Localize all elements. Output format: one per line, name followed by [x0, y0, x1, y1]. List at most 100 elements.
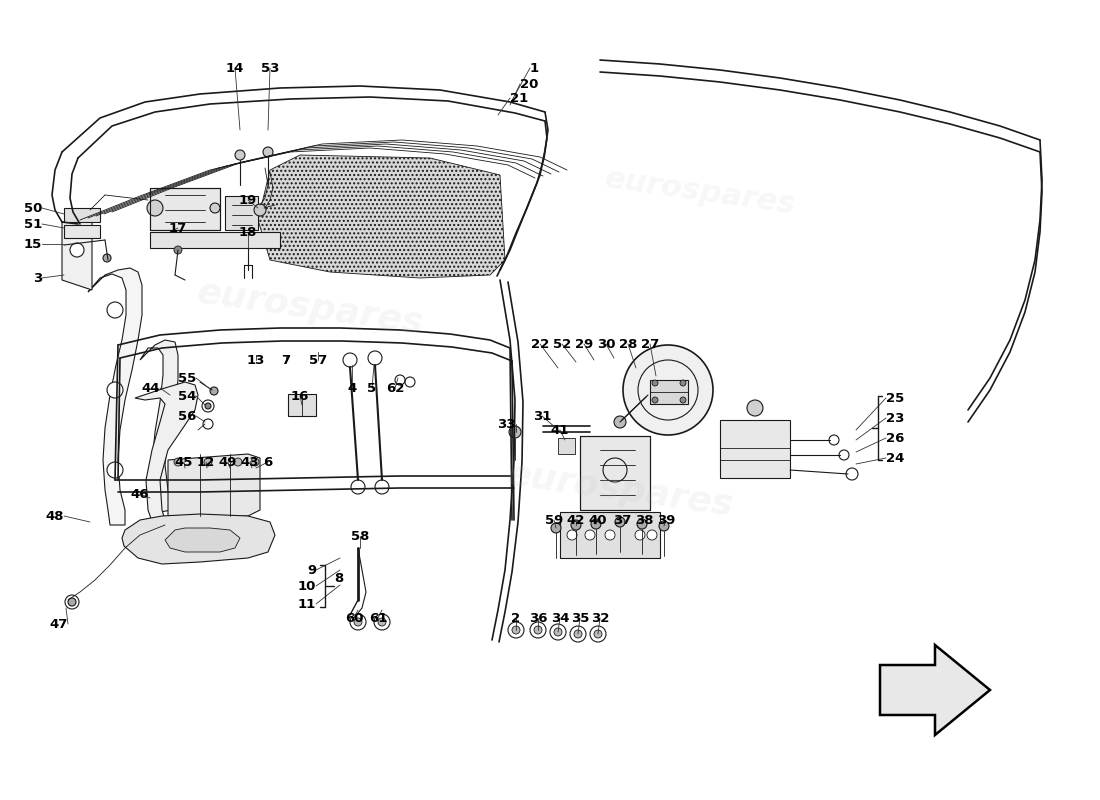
Text: 18: 18 [239, 226, 257, 238]
Text: 8: 8 [334, 571, 343, 585]
Text: 47: 47 [50, 618, 68, 630]
Circle shape [210, 387, 218, 395]
Polygon shape [288, 394, 316, 416]
Polygon shape [64, 208, 100, 222]
Text: 23: 23 [886, 411, 904, 425]
Text: 32: 32 [591, 611, 609, 625]
Text: 49: 49 [219, 455, 238, 469]
Text: 27: 27 [641, 338, 659, 350]
Circle shape [647, 530, 657, 540]
Circle shape [566, 530, 578, 540]
Text: 52: 52 [553, 338, 571, 350]
Text: 48: 48 [45, 510, 64, 522]
Circle shape [659, 521, 669, 531]
Text: 1: 1 [530, 62, 539, 74]
Circle shape [534, 626, 542, 634]
Text: 60: 60 [344, 611, 363, 625]
Text: 2: 2 [512, 611, 520, 625]
Circle shape [594, 630, 602, 638]
Circle shape [378, 618, 386, 626]
Circle shape [509, 426, 521, 438]
Polygon shape [150, 188, 220, 230]
Text: eurospares: eurospares [195, 275, 426, 341]
Text: 30: 30 [596, 338, 615, 350]
Text: 19: 19 [239, 194, 257, 206]
Text: 44: 44 [142, 382, 160, 394]
Circle shape [68, 598, 76, 606]
Text: 7: 7 [282, 354, 290, 366]
Text: 24: 24 [886, 451, 904, 465]
Text: 54: 54 [177, 390, 196, 402]
Polygon shape [650, 380, 688, 404]
Polygon shape [258, 155, 505, 278]
Polygon shape [558, 438, 575, 454]
Circle shape [103, 254, 111, 262]
Text: 45: 45 [175, 455, 194, 469]
Circle shape [210, 203, 220, 213]
Circle shape [623, 345, 713, 435]
Circle shape [70, 243, 84, 257]
Polygon shape [122, 514, 275, 564]
Text: 21: 21 [510, 91, 528, 105]
Polygon shape [165, 528, 240, 552]
Text: 37: 37 [613, 514, 631, 526]
Circle shape [591, 519, 601, 529]
Text: 53: 53 [261, 62, 279, 74]
Polygon shape [560, 512, 660, 558]
Text: 4: 4 [348, 382, 356, 394]
Circle shape [234, 458, 242, 466]
Text: 56: 56 [177, 410, 196, 422]
Text: 25: 25 [886, 391, 904, 405]
Circle shape [652, 380, 658, 386]
Text: 35: 35 [571, 611, 590, 625]
Polygon shape [64, 225, 100, 238]
Circle shape [174, 458, 182, 466]
Text: 39: 39 [657, 514, 675, 526]
Text: 11: 11 [298, 598, 316, 610]
Circle shape [251, 458, 258, 466]
Polygon shape [135, 382, 198, 530]
Text: eurospares: eurospares [603, 164, 798, 220]
Circle shape [585, 530, 595, 540]
Text: 55: 55 [178, 371, 196, 385]
Text: 51: 51 [24, 218, 42, 230]
Text: 40: 40 [588, 514, 607, 526]
Circle shape [615, 517, 625, 527]
Circle shape [571, 520, 581, 530]
Text: 5: 5 [367, 382, 376, 394]
Circle shape [204, 458, 212, 466]
Polygon shape [226, 196, 258, 230]
Circle shape [574, 630, 582, 638]
Text: 16: 16 [290, 390, 309, 402]
Text: 9: 9 [307, 563, 316, 577]
Circle shape [652, 397, 658, 403]
Text: 20: 20 [520, 78, 538, 90]
Text: 13: 13 [246, 354, 265, 366]
Circle shape [107, 382, 123, 398]
Circle shape [635, 530, 645, 540]
Text: 14: 14 [226, 62, 244, 74]
Text: 57: 57 [309, 354, 327, 366]
Text: 29: 29 [575, 338, 593, 350]
Circle shape [147, 200, 163, 216]
Circle shape [554, 628, 562, 636]
Polygon shape [150, 232, 280, 248]
Circle shape [512, 626, 520, 634]
Polygon shape [168, 454, 260, 516]
Polygon shape [62, 222, 92, 290]
Text: eurospares: eurospares [505, 458, 736, 522]
Text: 38: 38 [635, 514, 653, 526]
Text: 46: 46 [131, 487, 150, 501]
Circle shape [637, 519, 647, 529]
Text: 59: 59 [544, 514, 563, 526]
Text: 26: 26 [886, 431, 904, 445]
Text: 34: 34 [551, 611, 570, 625]
Polygon shape [140, 340, 178, 512]
Text: 42: 42 [566, 514, 585, 526]
Circle shape [254, 204, 266, 216]
Text: 28: 28 [619, 338, 637, 350]
Text: 36: 36 [529, 611, 548, 625]
Circle shape [235, 150, 245, 160]
Text: 3: 3 [33, 271, 42, 285]
Circle shape [747, 400, 763, 416]
